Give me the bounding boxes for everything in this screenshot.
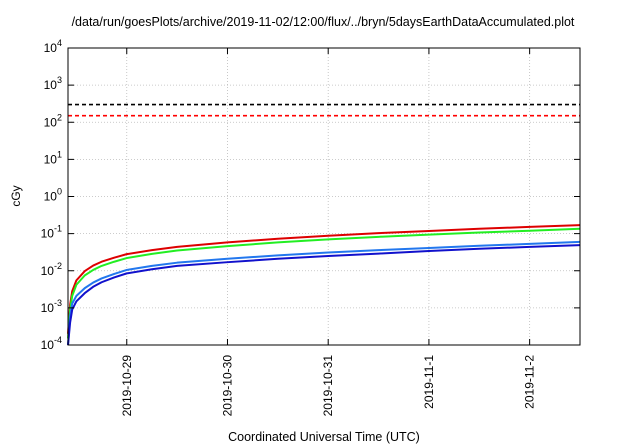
y-tick-base: 10 — [44, 190, 58, 204]
y-tick-exponent: 2 — [57, 112, 62, 122]
y-tick-label: 102 — [44, 112, 62, 129]
y-tick-exponent: -2 — [54, 261, 62, 271]
series-line — [67, 224, 581, 334]
y-tick-exponent: 0 — [57, 187, 62, 197]
series-line — [67, 244, 581, 346]
grid — [68, 48, 580, 345]
y-tick-base: 10 — [41, 338, 55, 352]
series-line — [67, 227, 581, 339]
y-tick-exponent: 1 — [57, 149, 62, 159]
threshold-lines — [68, 103, 580, 117]
x-tick-label: 2019-11-1 — [422, 355, 436, 409]
y-tick-base: 10 — [41, 264, 55, 278]
y-tick-exponent: -3 — [54, 298, 62, 308]
y-tick-exponent: -1 — [54, 224, 62, 234]
y-tick-base: 10 — [44, 115, 58, 129]
y-tick-base: 10 — [41, 227, 55, 241]
y-tick-exponent: 4 — [57, 38, 62, 48]
y-tick-label: 100 — [44, 187, 62, 204]
y-tick-label: 103 — [44, 75, 62, 92]
y-tick-base: 10 — [44, 78, 58, 92]
y-tick-label: 104 — [44, 38, 62, 55]
x-axis-label: Coordinated Universal Time (UTC) — [228, 430, 420, 444]
x-tick-label: 2019-10-31 — [321, 355, 335, 417]
y-tick-exponent: 3 — [57, 75, 62, 85]
y-tick-label: 10-2 — [41, 261, 62, 278]
y-tick-label: 10-1 — [41, 224, 62, 241]
y-tick-base: 10 — [41, 301, 55, 315]
x-tick-label: 2019-10-30 — [220, 355, 234, 417]
y-tick-label: 101 — [44, 149, 62, 166]
y-tick-base: 10 — [44, 41, 58, 55]
y-tick-base: 10 — [44, 152, 58, 166]
x-tick-label: 2019-10-29 — [120, 355, 134, 417]
y-tick-exponent: -4 — [54, 335, 62, 345]
series-line — [67, 240, 581, 346]
series-group — [67, 224, 581, 346]
y-tick-label: 10-4 — [41, 335, 62, 352]
chart-title: /data/run/goesPlots/archive/2019-11-02/1… — [72, 15, 575, 29]
x-tick-label: 2019-11-2 — [523, 355, 537, 409]
y-axis-label: cGy — [9, 185, 23, 206]
x-axis: 2019-10-29 2019-10-30 2019-10-31 2019-11-1 2… — [120, 48, 537, 416]
y-tick-label: 10-3 — [41, 298, 62, 315]
